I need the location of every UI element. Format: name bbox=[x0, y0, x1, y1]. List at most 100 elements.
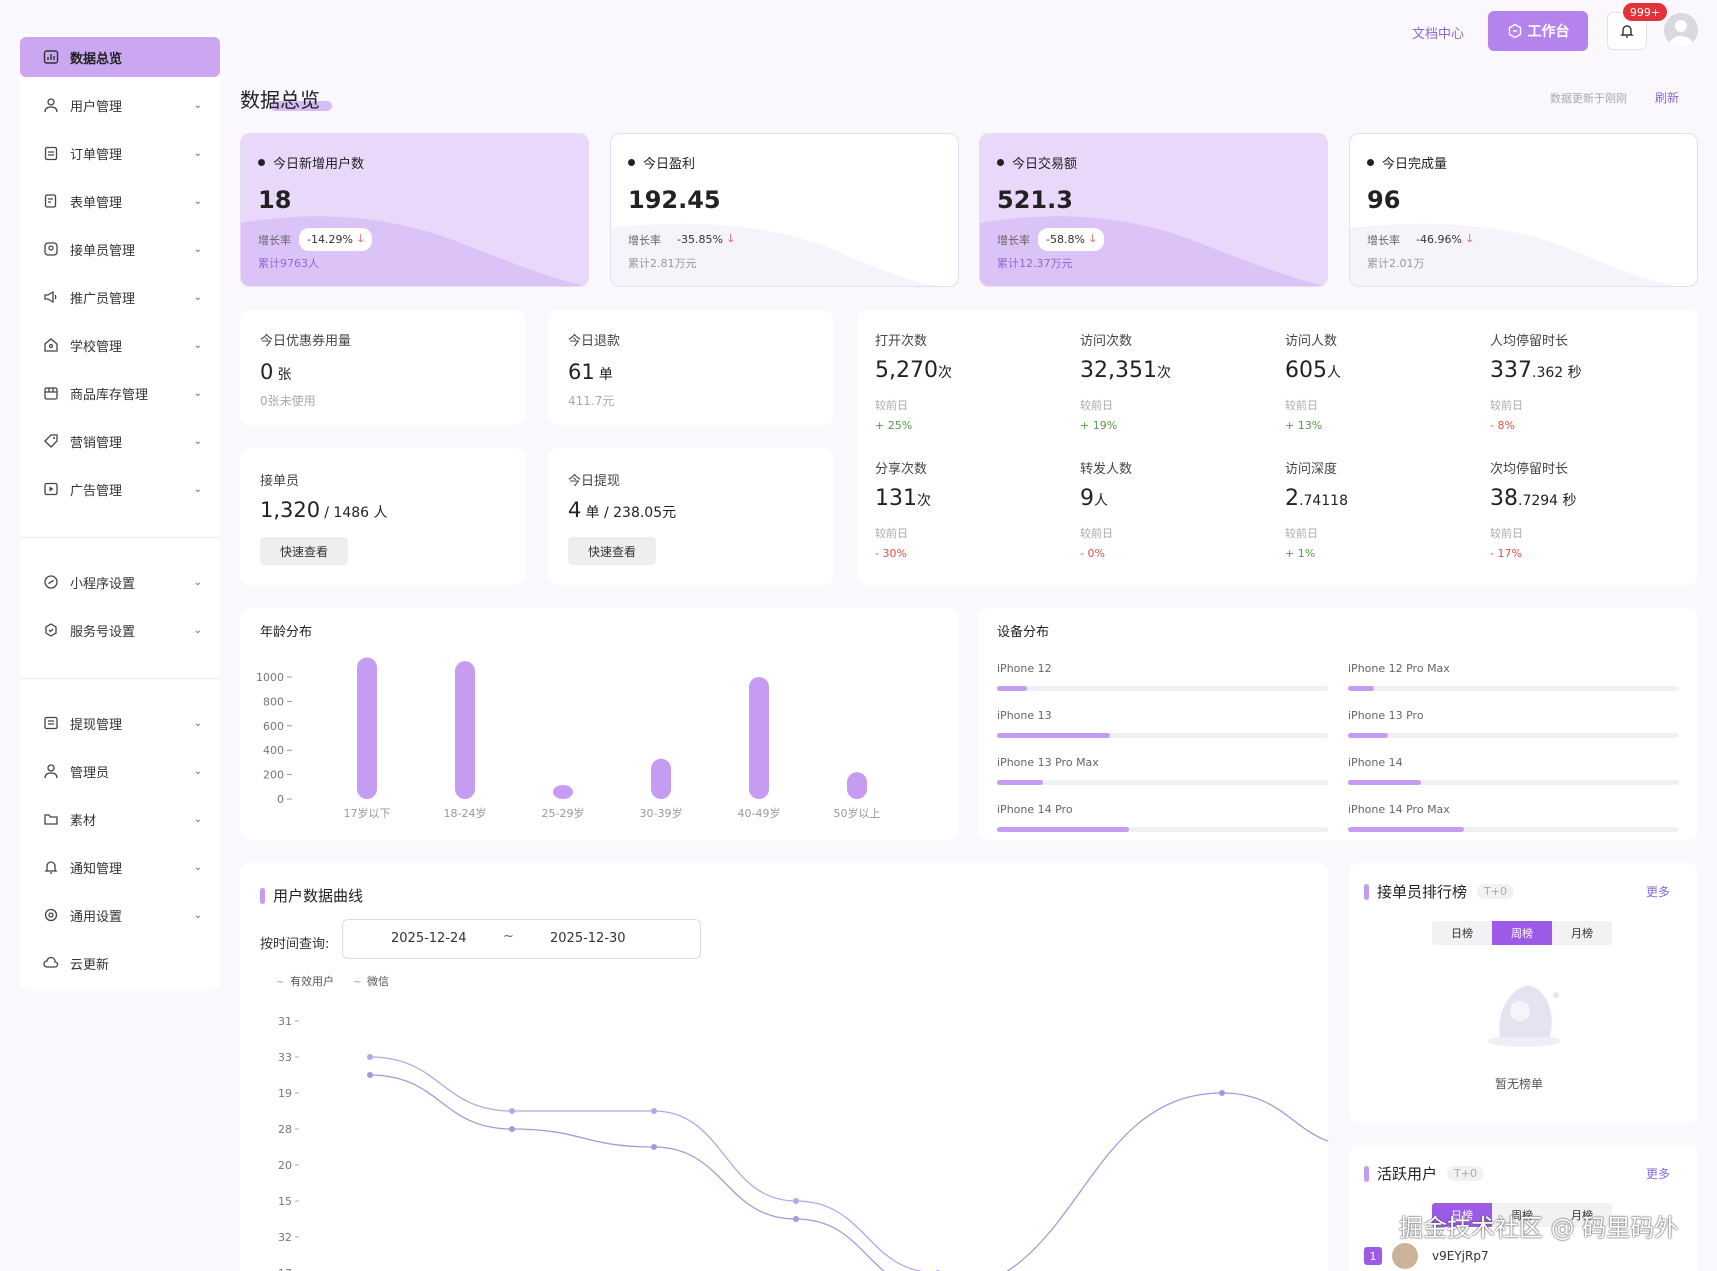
bell-icon bbox=[42, 858, 60, 876]
y-tick-label: 20 bbox=[278, 1159, 292, 1172]
data-point[interactable] bbox=[1219, 1090, 1225, 1096]
sidebar-item-settings[interactable]: 通用设置 ⌄ bbox=[20, 895, 220, 935]
kpi-card: 今日新增用户数 18 增长率 -14.29% 🡓 累计9763人 bbox=[240, 133, 589, 287]
sidebar-item-cloud-update[interactable]: 云更新 bbox=[20, 943, 220, 983]
kpi-value: 521.3 bbox=[997, 186, 1073, 214]
quick-view-button[interactable]: 快速查看 bbox=[568, 537, 656, 565]
card-unit: 单 bbox=[598, 367, 613, 383]
date-from[interactable]: 2025-12-24 bbox=[391, 931, 467, 946]
bar[interactable] bbox=[455, 661, 475, 799]
sidebar-item-miniprogram[interactable]: 小程序设置 ⌄ bbox=[20, 562, 220, 602]
data-point[interactable] bbox=[793, 1216, 799, 1222]
sidebar-item-ads[interactable]: 广告管理 ⌄ bbox=[20, 469, 220, 509]
device-bar-track bbox=[1348, 780, 1679, 785]
sidebar-item-orders[interactable]: 订单管理 ⌄ bbox=[20, 133, 220, 173]
tab-week[interactable]: 周榜 bbox=[1492, 1203, 1552, 1227]
stat-unit: 次 bbox=[917, 493, 931, 509]
data-point[interactable] bbox=[651, 1144, 657, 1150]
clipboard-icon bbox=[42, 144, 60, 162]
workbench-button[interactable]: 工作台 bbox=[1488, 11, 1588, 51]
tab-day[interactable]: 日榜 bbox=[1432, 921, 1492, 945]
y-tick-label: 28 bbox=[278, 1123, 292, 1136]
sidebar-item-forms[interactable]: 表单管理 ⌄ bbox=[20, 181, 220, 221]
stat-percent: - 30% bbox=[875, 547, 907, 560]
bar[interactable] bbox=[847, 772, 867, 799]
y-tick-label: 31 bbox=[278, 1015, 292, 1028]
device-bar-fill bbox=[1348, 827, 1464, 832]
kpi-label: 今日完成量 bbox=[1382, 157, 1448, 172]
stat-compare: 较前日 bbox=[1285, 527, 1318, 540]
legend-label[interactable]: 微信 bbox=[367, 974, 389, 988]
tab-month[interactable]: 月榜 bbox=[1552, 921, 1612, 945]
school-icon bbox=[42, 336, 60, 354]
stat-number: 2 bbox=[1285, 486, 1299, 511]
stat-value: 38.7294 秒 bbox=[1490, 486, 1577, 511]
data-point[interactable] bbox=[367, 1054, 373, 1060]
sidebar-item-materials[interactable]: 素材 ⌄ bbox=[20, 799, 220, 839]
inventory-icon bbox=[42, 384, 60, 402]
sidebar-item-marketing[interactable]: 营销管理 ⌄ bbox=[20, 421, 220, 461]
sidebar-item-users[interactable]: 用户管理 ⌄ bbox=[20, 85, 220, 125]
bar[interactable] bbox=[553, 785, 573, 799]
sidebar-item-withdraw[interactable]: 提现管理 ⌄ bbox=[20, 703, 220, 743]
date-range-picker[interactable]: 2025-12-24 ~ 2025-12-30 bbox=[342, 919, 701, 959]
chevron-down-icon: ⌄ bbox=[193, 435, 202, 447]
chevron-down-icon: ⌄ bbox=[193, 765, 202, 777]
arrow-down-icon: 🡓 bbox=[357, 232, 364, 245]
kpi-label: 今日新增用户数 bbox=[273, 157, 365, 172]
more-link[interactable]: 更多 bbox=[1646, 1167, 1671, 1181]
chevron-down-icon: ⌄ bbox=[193, 909, 202, 921]
stat-label: 转发人数 bbox=[1080, 462, 1133, 477]
stat-value: 337.362 秒 bbox=[1490, 358, 1582, 383]
sidebar-item-admins[interactable]: 管理员 ⌄ bbox=[20, 751, 220, 791]
date-to[interactable]: 2025-12-30 bbox=[550, 931, 626, 946]
y-tick-label: 0 bbox=[277, 793, 284, 806]
legend-label[interactable]: 有效用户 bbox=[290, 974, 334, 988]
bar[interactable] bbox=[749, 677, 769, 799]
stat-percent: - 0% bbox=[1080, 547, 1105, 560]
bar[interactable] bbox=[357, 657, 377, 799]
refresh-link[interactable]: 刷新 bbox=[1655, 91, 1680, 105]
tab-day[interactable]: 日榜 bbox=[1432, 1203, 1492, 1227]
stat-label: 访问人数 bbox=[1285, 334, 1338, 349]
sidebar-item-overview[interactable]: 数据总览 bbox=[20, 37, 220, 77]
user-icon bbox=[42, 96, 60, 114]
stat-item: 访问深度 2.74118 较前日 + 1% bbox=[1285, 458, 1348, 560]
quick-view-button[interactable]: 快速查看 bbox=[260, 537, 348, 565]
avatar[interactable] bbox=[1664, 13, 1698, 47]
tab-week[interactable]: 周榜 bbox=[1492, 921, 1552, 945]
data-point[interactable] bbox=[509, 1126, 515, 1132]
sidebar-item-notifications[interactable]: 通知管理 ⌄ bbox=[20, 847, 220, 887]
bar[interactable] bbox=[651, 758, 671, 799]
sidebar-item-staff[interactable]: 接单员管理 ⌄ bbox=[20, 229, 220, 269]
sidebar-item-schools[interactable]: 学校管理 ⌄ bbox=[20, 325, 220, 365]
card-sub: 0张未使用 bbox=[260, 394, 316, 408]
data-point[interactable] bbox=[793, 1198, 799, 1204]
sidebar-item-label: 表单管理 bbox=[70, 195, 123, 211]
data-point[interactable] bbox=[367, 1072, 373, 1078]
sidebar-item-service[interactable]: 服务号设置 ⌄ bbox=[20, 610, 220, 650]
y-tick-label: 15 bbox=[278, 1195, 292, 1208]
stat-value: 5,270次 bbox=[875, 358, 952, 383]
sidebar-item-label: 推广员管理 bbox=[70, 291, 136, 307]
sidebar-item-label: 通用设置 bbox=[70, 909, 123, 925]
kpi-label: 今日交易额 bbox=[1012, 157, 1078, 172]
tab-month[interactable]: 月榜 bbox=[1552, 1203, 1612, 1227]
kpi-total: 累计9763人 bbox=[258, 257, 319, 270]
stat-compare: 较前日 bbox=[1080, 527, 1113, 540]
user-curve-card: 用户数据曲线 按时间查询: bbox=[240, 863, 1328, 1271]
data-point[interactable] bbox=[651, 1108, 657, 1114]
stat-label: 访问深度 bbox=[1285, 462, 1338, 477]
chevron-down-icon: ⌄ bbox=[193, 291, 202, 303]
chevron-down-icon: ⌄ bbox=[193, 624, 202, 636]
data-point[interactable] bbox=[509, 1108, 515, 1114]
card-unit: 张 bbox=[277, 367, 292, 383]
chevron-down-icon: ⌄ bbox=[193, 717, 202, 729]
card-label: 接单员 bbox=[260, 474, 300, 489]
sidebar-item-label: 云更新 bbox=[70, 957, 110, 973]
doc-center-link[interactable]: 文档中心 bbox=[1412, 27, 1465, 42]
sidebar-item-inventory[interactable]: 商品库存管理 ⌄ bbox=[20, 373, 220, 413]
more-link[interactable]: 更多 bbox=[1646, 885, 1671, 899]
kpi-total: 累计2.81万元 bbox=[628, 257, 697, 270]
sidebar-item-promoters[interactable]: 推广员管理 ⌄ bbox=[20, 277, 220, 317]
